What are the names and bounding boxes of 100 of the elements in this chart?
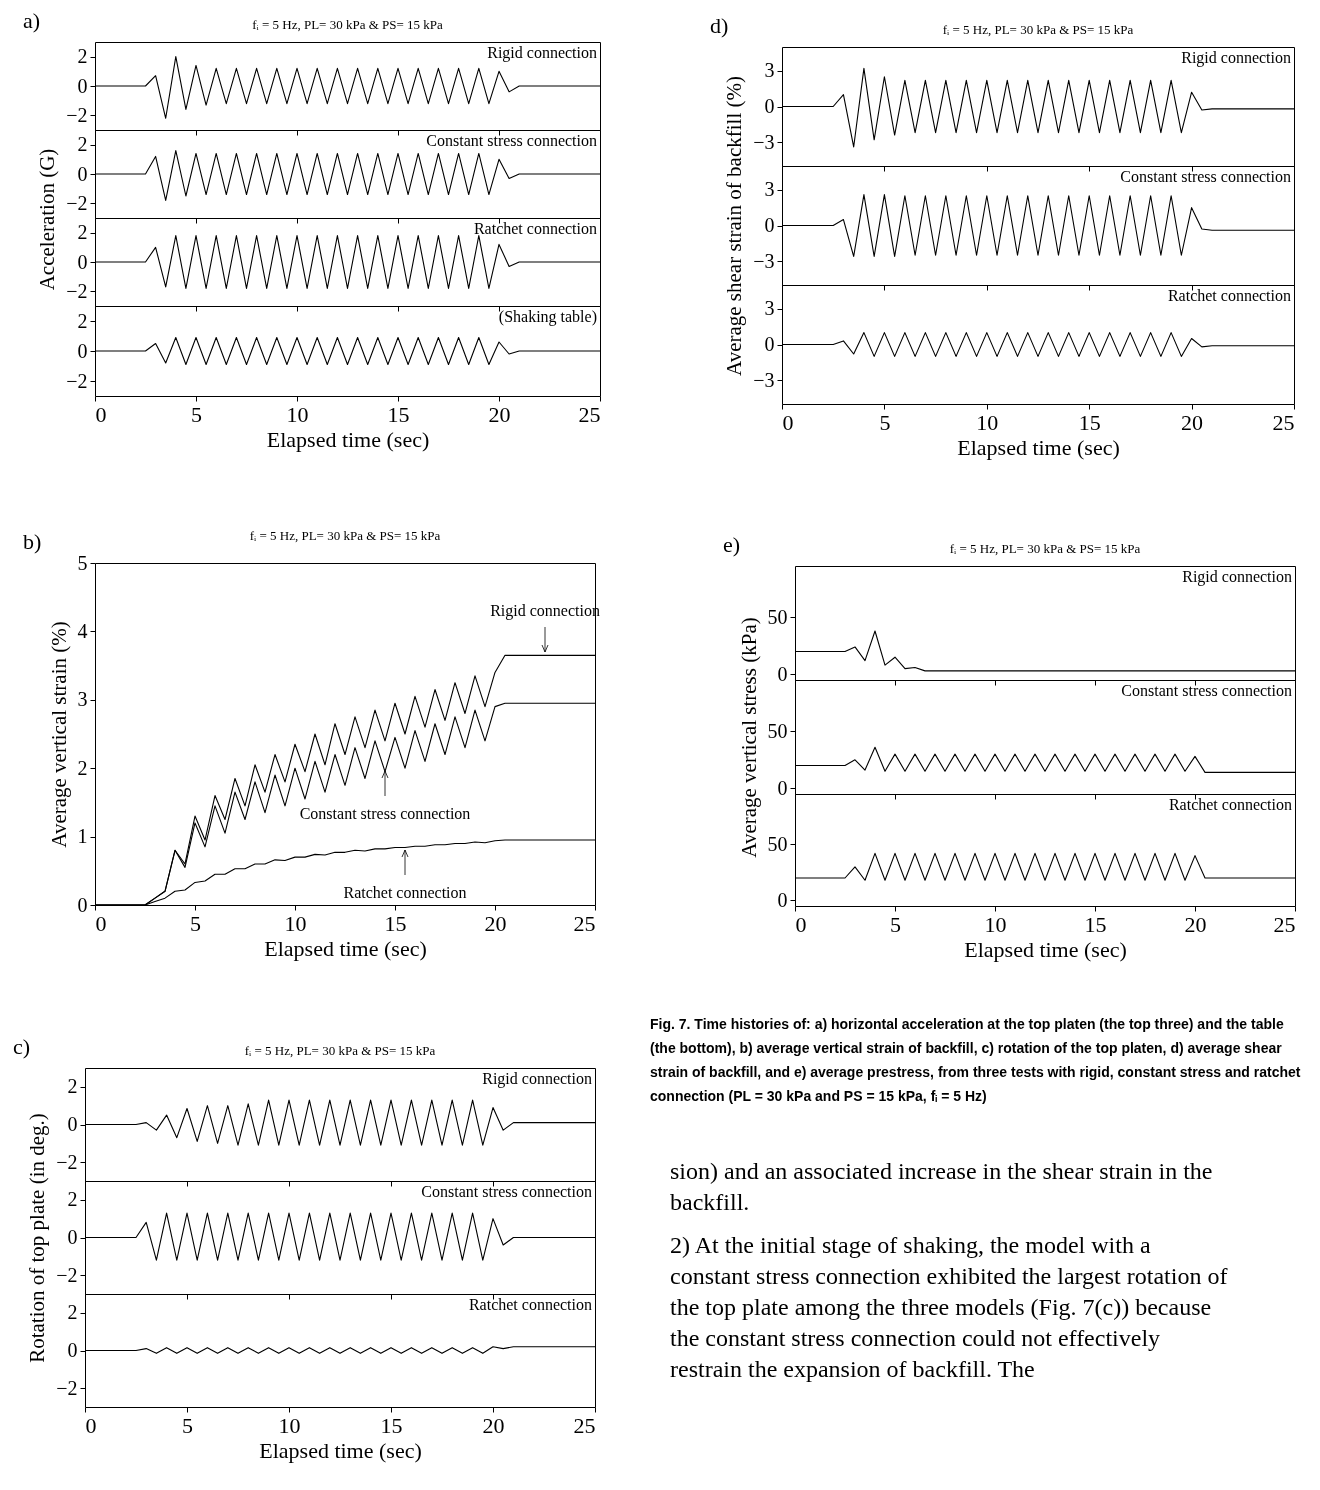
y-tick-label: 4 (77, 619, 88, 642)
y-tick-label: −3 (753, 249, 775, 272)
series-label: (Shaking table) (498, 308, 597, 326)
x-tick-label: 0 (95, 910, 107, 936)
x-tick-label: 15 (380, 1412, 403, 1438)
y-tick-label: 0 (77, 162, 88, 185)
text: 2) At the initial stage of shaking, the model with a constant stress connection exhibited the largest rotation of the top plate among the three models (Fig. 7(c)) because the constant stress connection could not effectively restrain the expansion of backfill. The (670, 1231, 1229, 1384)
y-tick-label: 2 (77, 756, 88, 779)
y-tick-label: 0 (77, 74, 88, 97)
y-tick-label: −2 (66, 191, 88, 214)
y-tick-label: −3 (753, 130, 775, 153)
y-axis-title: Average vertical stress (kPa) (736, 617, 761, 858)
x-tick-label: 0 (795, 911, 807, 937)
y-tick-label: 0 (764, 333, 775, 355)
chart-title: fᵢ = 5 Hz, PL= 30 kPa & PS= 15 kPa (942, 22, 1134, 37)
y-tick-label: 2 (77, 309, 88, 332)
chart-title: fᵢ = 5 Hz, PL= 30 kPa & PS= 15 kPa (244, 1043, 436, 1058)
x-tick-label: 10 (284, 910, 307, 936)
series-label: Rigid connection (1181, 49, 1291, 67)
annotation: Ratchet connection (343, 883, 467, 901)
y-axis-title: Rotation of top plate (in deg.) (25, 1113, 50, 1363)
text: Ratchet connection (1168, 796, 1292, 813)
y-tick-label: 1 (77, 825, 88, 848)
y-tick-label: 3 (764, 297, 775, 320)
x-tick-label: 25 (578, 401, 601, 427)
x-tick-label: 10 (278, 1412, 301, 1438)
text: Rigid connection (1182, 568, 1292, 586)
x-tick-label: 25 (1273, 911, 1296, 937)
y-tick-label: 3 (77, 688, 88, 711)
y-tick-label: 0 (777, 888, 788, 911)
y-tick-label: 0 (764, 214, 775, 236)
y-tick-label: 0 (77, 250, 88, 273)
y-tick-label: 3 (764, 178, 775, 201)
y-tick-label: 0 (777, 776, 788, 799)
y-tick-label: 5 (77, 551, 88, 574)
x-tick-label: 25 (1272, 409, 1295, 435)
y-tick-label: 0 (764, 95, 775, 117)
x-tick-label: 15 (1084, 911, 1107, 937)
annotation: Constant stress connection (299, 805, 471, 823)
y-tick-label: −2 (56, 1263, 78, 1286)
y-tick-label: 3 (764, 59, 775, 82)
y-tick-label: 0 (77, 339, 88, 362)
x-tick-label: 20 (488, 401, 511, 427)
y-tick-label: 2 (67, 1075, 78, 1098)
x-tick-label: 5 (191, 401, 202, 427)
y-tick-label: 0 (67, 1226, 78, 1248)
y-tick-label: −2 (56, 1376, 78, 1399)
y-tick-label: 0 (67, 1113, 78, 1135)
x-axis-title: Elapsed time (sec) (259, 1437, 422, 1463)
series-label: Rigid connection (482, 1070, 592, 1088)
chart-title: fᵢ = 5 Hz, PL= 30 kPa & PS= 15 kPa (249, 528, 441, 543)
y-tick-label: 2 (77, 221, 88, 244)
x-tick-label: 15 (387, 401, 410, 427)
x-axis-title: Elapsed time (sec) (964, 936, 1127, 962)
text: Constant stress connection (1121, 682, 1292, 699)
x-axis-title: Elapsed time (sec) (264, 935, 427, 961)
series-label: Ratchet connection (1167, 287, 1291, 304)
chart-title: fᵢ = 5 Hz, PL= 30 kPa & PS= 15 kPa (252, 17, 444, 32)
series-label: Constant stress connection (426, 132, 597, 149)
y-axis-title: Average shear strain of backfill (%) (722, 76, 747, 376)
y-tick-label: 2 (67, 1188, 78, 1211)
y-tick-label: 0 (77, 893, 88, 916)
x-tick-label: 5 (190, 910, 201, 936)
y-axis-title: Average vertical strain (%) (46, 621, 71, 848)
series-label: Constant stress connection (1120, 168, 1291, 185)
x-axis-title: Elapsed time (sec) (266, 426, 430, 452)
x-tick-label: 5 (879, 409, 891, 435)
x-tick-label: 20 (1181, 409, 1204, 435)
text: d) (710, 13, 729, 39)
text: e) (723, 532, 741, 558)
x-tick-label: 25 (573, 1412, 596, 1438)
y-tick-label: 0 (67, 1339, 78, 1361)
x-tick-label: 15 (384, 910, 407, 936)
x-tick-label: 10 (286, 401, 309, 427)
series-label: Ratchet connection (473, 220, 597, 237)
y-tick-label: −2 (66, 369, 88, 392)
text: b) (23, 529, 42, 555)
y-tick-label: 0 (777, 662, 788, 685)
x-tick-label: 25 (573, 910, 596, 936)
x-tick-label: 0 (95, 401, 107, 427)
x-tick-label: 5 (182, 1412, 193, 1438)
y-tick-label: −3 (753, 368, 775, 391)
x-tick-label: 10 (976, 409, 999, 435)
x-tick-label: 10 (984, 911, 1007, 937)
y-tick-label: 50 (767, 832, 788, 855)
text: Ratchet connection (468, 1296, 592, 1313)
series-label: Rigid connection (487, 44, 597, 62)
y-tick-label: 2 (77, 133, 88, 156)
text: sion) and an associated increase in the shear strain in the backfill. (670, 1157, 1214, 1217)
y-tick-label: 50 (767, 605, 788, 628)
text: c) (13, 1034, 31, 1060)
x-tick-label: 5 (890, 911, 901, 937)
text: a) (23, 8, 41, 34)
chart-title: fᵢ = 5 Hz, PL= 30 kPa & PS= 15 kPa (949, 541, 1141, 556)
caption: Fig. 7. Time histories of: a) horizontal acceleration at the top platen (the top three) and the table (the bottom), b) average vertical strain of backfill, c) rotation of the top platen, d) average shear strain of backfill, and e) average prestress, from three tests with rigid, constant stress and ratchet connection (PL = 30 kPa and PS = 15 kPa, fᵢ = 5 Hz) (650, 1015, 1302, 1106)
y-tick-label: 50 (767, 719, 788, 742)
y-tick-label: −2 (66, 103, 88, 126)
x-tick-label: 15 (1078, 409, 1101, 435)
x-tick-label: 20 (484, 910, 507, 936)
y-tick-label: −2 (56, 1150, 78, 1173)
